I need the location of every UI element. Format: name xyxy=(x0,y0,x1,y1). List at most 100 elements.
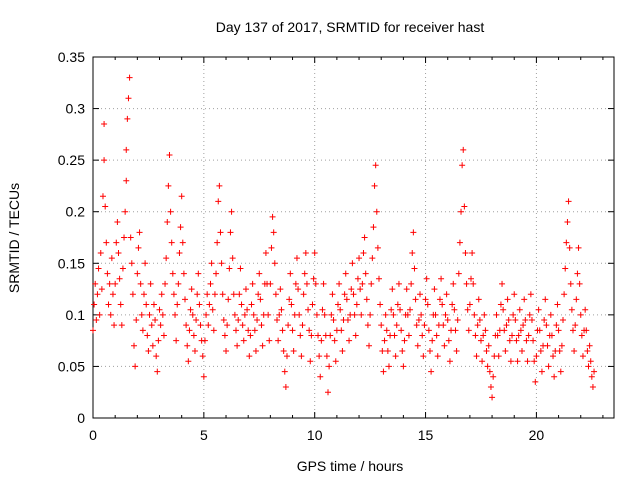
data-point xyxy=(308,332,315,339)
data-point xyxy=(452,327,459,334)
data-point xyxy=(449,301,456,308)
data-point xyxy=(414,342,421,349)
data-point xyxy=(455,270,462,277)
data-point xyxy=(517,327,524,334)
data-point xyxy=(187,306,194,313)
data-point xyxy=(259,342,266,349)
data-point xyxy=(169,270,176,277)
data-point xyxy=(425,327,432,334)
y-tick-label: 0.25 xyxy=(58,152,85,168)
data-point xyxy=(287,270,294,277)
data-point xyxy=(366,342,373,349)
data-point xyxy=(182,296,189,303)
data-point xyxy=(520,322,527,329)
data-point xyxy=(306,327,313,334)
data-point xyxy=(156,306,163,313)
data-point xyxy=(125,95,132,102)
data-point xyxy=(405,332,412,339)
data-point xyxy=(332,358,339,365)
data-point xyxy=(312,280,319,287)
data-point xyxy=(431,286,438,293)
data-point xyxy=(434,353,441,360)
data-point xyxy=(257,296,264,303)
data-point xyxy=(292,280,299,287)
data-point xyxy=(421,322,428,329)
data-point xyxy=(235,317,242,324)
data-point xyxy=(163,255,170,262)
data-point xyxy=(104,270,111,277)
data-point xyxy=(393,322,400,329)
data-point xyxy=(436,296,443,303)
data-point xyxy=(579,353,586,360)
data-point xyxy=(93,317,100,324)
data-point xyxy=(216,182,223,189)
data-point xyxy=(189,311,196,318)
data-point xyxy=(325,389,332,396)
data-point xyxy=(131,342,138,349)
data-point xyxy=(227,229,234,236)
data-point xyxy=(582,306,589,313)
data-point xyxy=(569,327,576,334)
data-point xyxy=(533,353,540,360)
data-point xyxy=(362,270,369,277)
data-point xyxy=(415,317,422,324)
data-point xyxy=(271,260,278,267)
data-point xyxy=(541,317,548,324)
data-point xyxy=(268,244,275,251)
data-point xyxy=(499,280,506,287)
data-point xyxy=(527,291,534,298)
data-point xyxy=(515,332,522,339)
data-point xyxy=(210,327,217,334)
data-point xyxy=(300,291,307,298)
data-point xyxy=(373,208,380,215)
data-point xyxy=(453,347,460,354)
data-point xyxy=(150,301,157,308)
data-point xyxy=(321,311,328,318)
data-point xyxy=(487,384,494,391)
x-tick-label: 5 xyxy=(200,427,208,443)
data-point xyxy=(505,317,512,324)
data-point xyxy=(502,347,509,354)
data-point xyxy=(277,286,284,293)
data-point xyxy=(146,311,153,318)
data-point xyxy=(514,358,521,365)
data-point xyxy=(203,311,210,318)
data-point xyxy=(446,358,453,365)
data-point xyxy=(145,347,152,354)
data-point xyxy=(561,291,568,298)
data-point xyxy=(196,301,203,308)
data-point xyxy=(587,358,594,365)
data-point xyxy=(526,311,533,318)
data-point xyxy=(474,322,481,329)
data-point xyxy=(301,270,308,277)
data-point xyxy=(320,280,327,287)
data-point xyxy=(190,332,197,339)
data-point xyxy=(313,311,320,318)
data-point xyxy=(218,260,225,267)
data-point xyxy=(440,322,447,329)
data-point xyxy=(468,275,475,282)
data-point xyxy=(123,177,130,184)
data-point xyxy=(375,275,382,282)
data-point xyxy=(350,291,357,298)
data-point xyxy=(112,280,119,287)
data-point xyxy=(153,353,160,360)
data-point xyxy=(547,311,554,318)
data-point xyxy=(586,342,593,349)
data-point xyxy=(493,311,500,318)
data-point xyxy=(241,311,248,318)
data-point xyxy=(456,239,463,246)
data-point xyxy=(114,219,121,226)
data-point xyxy=(542,296,549,303)
data-point xyxy=(266,337,273,344)
data-point xyxy=(121,234,128,241)
data-point xyxy=(374,244,381,251)
axis-ticks xyxy=(92,56,614,419)
y-tick-label: 0.3 xyxy=(66,101,86,117)
grid-lines xyxy=(93,57,614,418)
data-point xyxy=(223,347,230,354)
data-point xyxy=(338,327,345,334)
data-point xyxy=(111,322,118,329)
data-point xyxy=(576,280,583,287)
data-point xyxy=(574,270,581,277)
